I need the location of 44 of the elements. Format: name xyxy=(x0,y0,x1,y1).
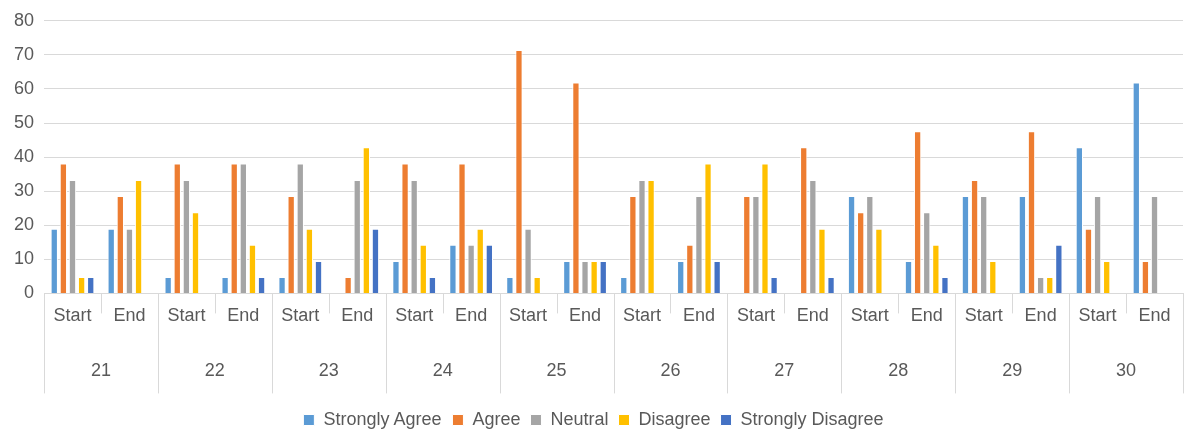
y-tick-label: 10 xyxy=(13,248,35,269)
x-tick-label: End xyxy=(569,305,602,326)
legend-label: Strongly Disagree xyxy=(740,408,884,429)
x-tick-label: End xyxy=(341,305,374,326)
x-tick-label: Start xyxy=(167,305,206,326)
y-tick-label: 80 xyxy=(13,9,35,30)
text: 24 xyxy=(432,360,453,381)
x-tick-label: Start xyxy=(1078,305,1117,326)
x-tick-label: End xyxy=(455,305,488,326)
y-tick-label: 20 xyxy=(13,214,35,235)
x-tick-label: Start xyxy=(53,305,92,326)
x-tick-label: Start xyxy=(281,305,320,326)
x-tick-label: Start xyxy=(736,305,775,326)
x-tick-label: Start xyxy=(395,305,434,326)
y-tick-label: 70 xyxy=(13,43,35,64)
text: 29 xyxy=(1002,360,1023,381)
legend-label: Neutral xyxy=(550,408,609,429)
y-tick-label: 30 xyxy=(13,180,35,201)
x-tick-label: Start xyxy=(964,305,1003,326)
legend-label: Strongly Agree xyxy=(323,408,442,429)
text: 23 xyxy=(318,360,339,381)
text: 26 xyxy=(660,360,681,381)
x-tick-label: End xyxy=(1024,305,1057,326)
x-tick-label: Start xyxy=(509,305,548,326)
x-tick-label: End xyxy=(682,305,715,326)
y-tick-label: 0 xyxy=(24,282,35,303)
legend-label: Agree xyxy=(472,408,521,429)
x-tick-label: End xyxy=(227,305,260,326)
y-tick-label: 50 xyxy=(13,111,35,132)
text: 27 xyxy=(774,360,795,381)
x-tick-label: End xyxy=(113,305,146,326)
x-tick-label: End xyxy=(910,305,943,326)
text: 21 xyxy=(90,360,111,381)
y-tick-label: 60 xyxy=(13,77,35,98)
x-tick-label: End xyxy=(796,305,829,326)
y-tick-label: 40 xyxy=(13,146,35,167)
text: 22 xyxy=(204,360,225,381)
x-tick-label: Start xyxy=(622,305,661,326)
text: 30 xyxy=(1116,360,1137,381)
text: 25 xyxy=(546,360,567,381)
legend-label: Disagree xyxy=(638,408,711,429)
text: 28 xyxy=(888,360,909,381)
x-tick-label: End xyxy=(1138,305,1171,326)
x-tick-label: Start xyxy=(850,305,889,326)
